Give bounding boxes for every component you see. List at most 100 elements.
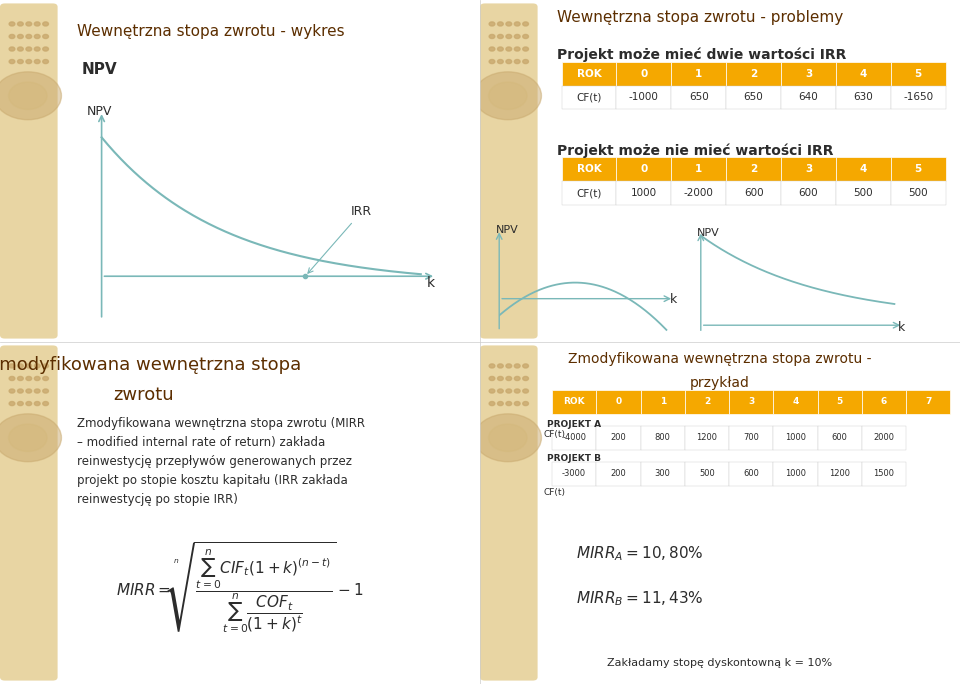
Circle shape	[522, 22, 528, 26]
Text: 3: 3	[804, 68, 812, 79]
Circle shape	[522, 60, 528, 64]
Circle shape	[10, 364, 14, 368]
FancyBboxPatch shape	[862, 390, 906, 414]
Text: -4000: -4000	[563, 433, 587, 443]
Circle shape	[35, 47, 40, 51]
FancyBboxPatch shape	[640, 425, 684, 450]
Text: Projekt może mieć dwie wartości IRR: Projekt może mieć dwie wartości IRR	[557, 48, 846, 62]
Text: 1000: 1000	[785, 469, 806, 478]
Text: -3000: -3000	[562, 469, 587, 478]
Text: 630: 630	[853, 92, 874, 103]
FancyBboxPatch shape	[726, 62, 781, 86]
Text: 1: 1	[695, 68, 703, 79]
FancyBboxPatch shape	[552, 425, 596, 450]
Circle shape	[17, 364, 23, 368]
FancyBboxPatch shape	[562, 62, 616, 86]
FancyBboxPatch shape	[781, 157, 836, 181]
Text: Zmodyfikowana wewnętrzna stopa zwrotu (MIRR
– modified internal rate of return) : Zmodyfikowana wewnętrzna stopa zwrotu (M…	[77, 417, 365, 506]
FancyBboxPatch shape	[774, 425, 818, 450]
Text: 600: 600	[744, 188, 763, 198]
Text: 1000: 1000	[785, 433, 806, 443]
Text: 3: 3	[804, 164, 812, 174]
Circle shape	[35, 34, 40, 38]
Text: 500: 500	[699, 469, 715, 478]
Text: 200: 200	[611, 433, 626, 443]
Circle shape	[506, 34, 512, 38]
Circle shape	[506, 389, 512, 393]
Circle shape	[497, 376, 503, 380]
Circle shape	[35, 376, 40, 380]
FancyBboxPatch shape	[0, 345, 58, 681]
FancyBboxPatch shape	[562, 157, 616, 181]
Circle shape	[26, 47, 32, 51]
FancyBboxPatch shape	[781, 86, 836, 109]
FancyBboxPatch shape	[818, 462, 862, 486]
FancyBboxPatch shape	[596, 462, 640, 486]
Text: 640: 640	[799, 92, 818, 103]
FancyBboxPatch shape	[684, 425, 729, 450]
Circle shape	[489, 402, 495, 406]
Circle shape	[42, 34, 49, 38]
Circle shape	[35, 402, 40, 406]
FancyBboxPatch shape	[818, 390, 862, 414]
Circle shape	[489, 389, 495, 393]
Text: Zmodyfikowana wewnętrzna stopa zwrotu -: Zmodyfikowana wewnętrzna stopa zwrotu -	[568, 352, 872, 366]
FancyBboxPatch shape	[836, 62, 891, 86]
Text: ROK: ROK	[564, 397, 585, 406]
Circle shape	[26, 389, 32, 393]
Circle shape	[489, 424, 527, 451]
Circle shape	[17, 60, 23, 64]
Circle shape	[506, 376, 512, 380]
Circle shape	[522, 47, 528, 51]
FancyBboxPatch shape	[616, 157, 671, 181]
Circle shape	[489, 34, 495, 38]
FancyBboxPatch shape	[552, 390, 596, 414]
Circle shape	[515, 34, 520, 38]
FancyBboxPatch shape	[891, 181, 946, 205]
Text: 0: 0	[640, 68, 647, 79]
Circle shape	[522, 402, 528, 406]
Text: 600: 600	[743, 469, 759, 478]
FancyBboxPatch shape	[480, 345, 538, 681]
FancyBboxPatch shape	[562, 181, 616, 205]
Text: IRR: IRR	[308, 205, 372, 273]
Text: 800: 800	[655, 433, 671, 443]
FancyBboxPatch shape	[774, 462, 818, 486]
FancyBboxPatch shape	[684, 462, 729, 486]
FancyBboxPatch shape	[596, 390, 640, 414]
FancyBboxPatch shape	[836, 181, 891, 205]
FancyBboxPatch shape	[0, 3, 58, 339]
Circle shape	[35, 364, 40, 368]
FancyBboxPatch shape	[480, 3, 538, 339]
Circle shape	[17, 376, 23, 380]
Circle shape	[506, 22, 512, 26]
Text: 6: 6	[881, 397, 887, 406]
Text: CF(t): CF(t)	[543, 488, 565, 497]
FancyBboxPatch shape	[729, 390, 774, 414]
FancyBboxPatch shape	[671, 181, 726, 205]
Text: 600: 600	[831, 433, 848, 443]
Circle shape	[42, 364, 49, 368]
Text: PROJEKT B: PROJEKT B	[547, 453, 601, 463]
FancyBboxPatch shape	[640, 390, 684, 414]
Text: -1000: -1000	[629, 92, 659, 103]
Text: 7: 7	[925, 397, 931, 406]
FancyBboxPatch shape	[729, 425, 774, 450]
Circle shape	[35, 60, 40, 64]
Circle shape	[506, 364, 512, 368]
Text: zwrotu: zwrotu	[113, 386, 175, 404]
FancyBboxPatch shape	[891, 62, 946, 86]
Circle shape	[522, 389, 528, 393]
FancyBboxPatch shape	[818, 425, 862, 450]
FancyBboxPatch shape	[616, 62, 671, 86]
Text: NPV: NPV	[86, 105, 111, 118]
Text: 3: 3	[748, 397, 755, 406]
Circle shape	[515, 47, 520, 51]
Circle shape	[42, 47, 49, 51]
Text: k: k	[898, 321, 905, 334]
Circle shape	[26, 402, 32, 406]
Circle shape	[10, 389, 14, 393]
Text: $MIRR = \sqrt[n]{\dfrac{\sum_{t=0}^{n} CIF_t (1+k)^{(n-t)}}{\sum_{t=0}^{n} \dfra: $MIRR = \sqrt[n]{\dfrac{\sum_{t=0}^{n} C…	[116, 541, 364, 635]
Circle shape	[515, 376, 520, 380]
Text: -1650: -1650	[903, 92, 933, 103]
